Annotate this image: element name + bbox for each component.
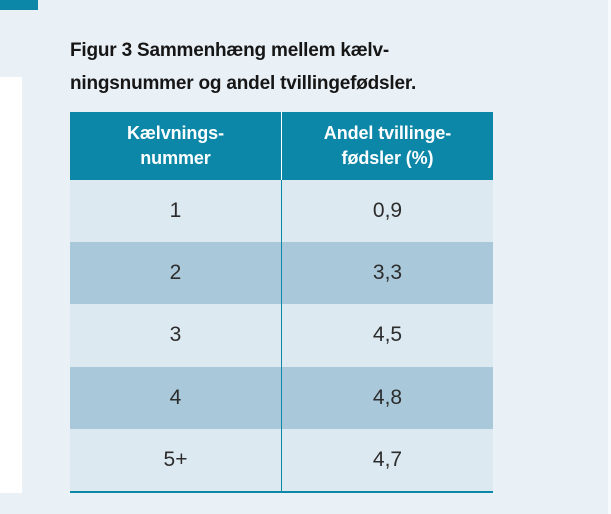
figure-title-line-2: ningsnummer og andel tvillingefødsler. — [70, 73, 417, 94]
header-line: Andel tvillinge- — [323, 123, 452, 143]
table-cell-kaelvningsnummer: 1 — [70, 180, 282, 243]
table-cell-andel: 4,5 — [372, 323, 403, 347]
figure-title: Figur 3 Sammenhæng mellem kælv- ningsnum… — [70, 34, 550, 100]
table-row: 1 0,9 — [70, 180, 493, 243]
header-line: fødsler (%) — [341, 148, 434, 168]
table-cell-andel: 4,8 — [372, 385, 403, 409]
table-header-kaelvningsnummer: Kælvnings- nummer — [70, 112, 282, 180]
table-cell-andel: 4,7 — [372, 447, 403, 471]
table-cell-kaelvningsnummer: 2 — [70, 242, 282, 305]
table-row: 2 3,3 — [70, 242, 493, 305]
table-cell-kaelvningsnummer: 3 — [70, 304, 282, 367]
page-margin-bar — [0, 77, 22, 493]
table-header-andel-tvillingefoedsler: Andel tvillinge- fødsler (%) — [282, 112, 493, 180]
header-line: Kælvnings- — [126, 123, 224, 143]
page-corner-accent — [0, 0, 38, 10]
table-row: 4 4,8 — [70, 366, 493, 429]
figure-title-line-1: Figur 3 Sammenhæng mellem kælv- — [70, 40, 389, 61]
table-cell-andel: 3,3 — [372, 261, 403, 285]
table-cell-andel: 0,9 — [372, 199, 403, 223]
figure-table: Kælvnings- nummer Andel tvillinge- fødsl… — [70, 112, 493, 493]
table-header-row: Kælvnings- nummer Andel tvillinge- fødsl… — [70, 112, 493, 180]
table-row: 5+ 4,7 — [70, 428, 493, 491]
table-cell-kaelvningsnummer: 4 — [70, 366, 282, 429]
table-cell-kaelvningsnummer: 5+ — [70, 428, 282, 491]
page-right-edge — [608, 0, 611, 514]
table-row: 3 4,5 — [70, 304, 493, 367]
header-line: nummer — [140, 148, 211, 168]
